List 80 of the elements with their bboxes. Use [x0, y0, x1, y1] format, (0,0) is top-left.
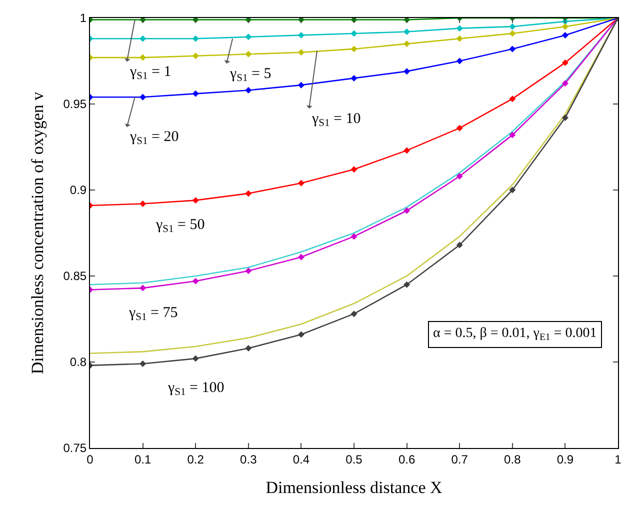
point [245, 34, 252, 40]
annotation: γ$_{S1}$ = 75 [128, 305, 178, 324]
point [562, 23, 568, 30]
point [245, 268, 252, 274]
x-tick-label: 0.2 [187, 452, 204, 466]
point [562, 59, 568, 66]
annotation: γ$_{S1}$ = 1 [129, 64, 172, 82]
x-tick-label: 0.7 [451, 452, 468, 466]
point [298, 180, 304, 186]
point [192, 35, 199, 42]
point [509, 30, 516, 37]
point [192, 90, 199, 97]
x-tick-label: 0.3 [240, 452, 258, 466]
point [509, 132, 516, 138]
point [456, 124, 463, 132]
point [404, 147, 410, 154]
y-tick-label: 0.9 [70, 183, 87, 198]
point [456, 242, 463, 248]
point [298, 331, 304, 338]
x-axis-title: Dimensionless distance X [266, 478, 442, 497]
y-tick-label: 0.8 [70, 355, 87, 370]
x-tick-label: 0.6 [398, 452, 416, 466]
point [456, 172, 463, 180]
point [350, 46, 358, 52]
point [350, 30, 358, 37]
point [404, 28, 410, 36]
point [140, 360, 146, 367]
point [509, 96, 516, 102]
point [456, 58, 463, 64]
point [509, 23, 516, 30]
point [404, 207, 410, 214]
x-tick-label: 0.4 [292, 452, 310, 466]
point [562, 32, 568, 38]
point [192, 197, 199, 204]
point [350, 233, 358, 240]
point [245, 86, 252, 94]
annotation: γ$_{S1}$ = 20 [129, 129, 179, 148]
annotation: γ$_{S1}$ = 5 [229, 66, 272, 84]
point [245, 344, 252, 352]
point [192, 52, 199, 60]
point [245, 190, 252, 197]
y-tick-label: 1 [80, 11, 87, 26]
point [298, 254, 304, 260]
point [404, 40, 410, 48]
annotation: γ$_{S1}$ = 100 [167, 380, 224, 398]
point [298, 82, 304, 88]
x-tick-label: 0 [86, 452, 94, 466]
point [350, 166, 358, 173]
point [562, 80, 568, 87]
x-tick-label: 0.9 [556, 452, 574, 466]
annotation: α = 0.5, β = 0.01, γ$_{E1}$ = 0.001 [433, 326, 597, 343]
point [509, 46, 516, 52]
point [456, 25, 463, 32]
point [192, 278, 199, 284]
point [456, 35, 463, 42]
point [298, 32, 304, 38]
annotation: γ$_{S1}$ = 50 [155, 217, 205, 236]
point [350, 74, 358, 82]
x-tick-label: 1 [614, 452, 622, 466]
point [140, 200, 146, 208]
point [298, 49, 304, 56]
point [562, 114, 568, 122]
y-tick-label: 0.95 [63, 97, 87, 112]
point [140, 284, 146, 292]
annotation: γ$_{S1}$ = 10 [311, 111, 361, 130]
point [140, 54, 146, 61]
point [192, 355, 199, 362]
point [350, 310, 358, 318]
y-axis-title: Dimensionless concentration of oxygen v [28, 91, 47, 374]
x-tick-label: 0.8 [504, 452, 522, 466]
point [140, 35, 146, 42]
point [140, 94, 146, 100]
x-tick-label: 0.1 [134, 452, 152, 466]
point [404, 281, 410, 288]
point [509, 186, 516, 194]
y-tick-label: 0.85 [63, 269, 87, 284]
y-tick-label: 0.75 [63, 441, 87, 456]
point [245, 50, 252, 58]
x-tick-label: 0.5 [346, 452, 363, 466]
point [404, 68, 410, 75]
